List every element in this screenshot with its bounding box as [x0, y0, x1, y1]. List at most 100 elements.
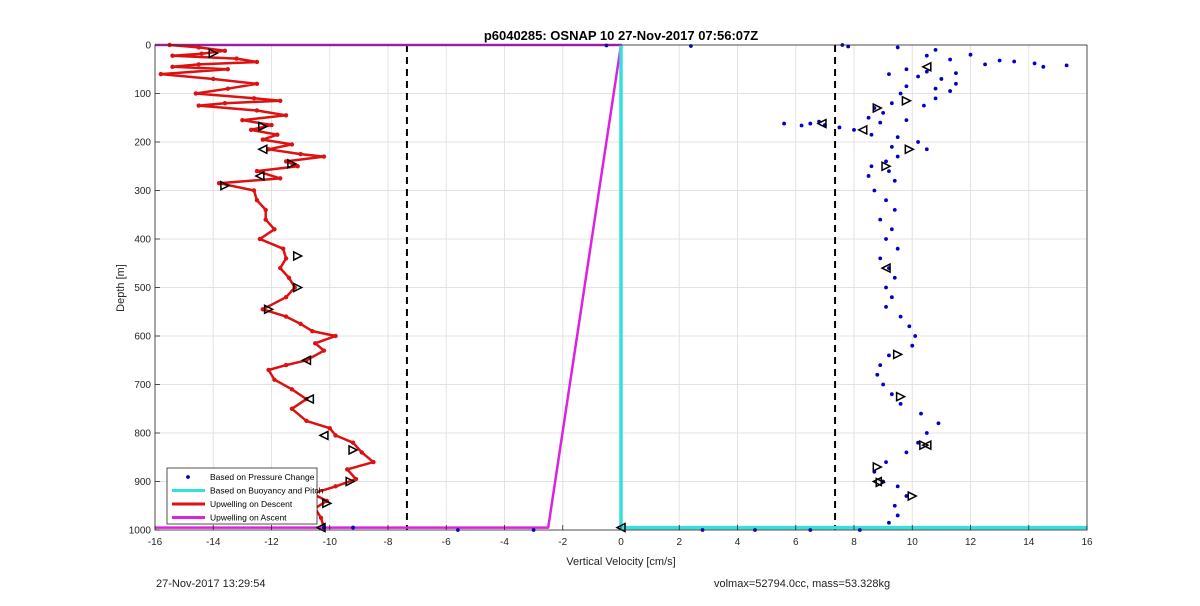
pressure-change-point	[933, 96, 938, 101]
y-tick-label: 1000	[129, 526, 152, 537]
triangle-marker	[901, 95, 913, 106]
pressure-change-point	[997, 58, 1002, 63]
triangle-marker	[208, 48, 219, 59]
descent-point	[254, 81, 260, 87]
triangle-marker	[292, 250, 304, 262]
y-tick-label: 800	[134, 429, 151, 440]
pressure-change-point	[924, 147, 929, 152]
descent-point	[225, 86, 231, 91]
pressure-change-point	[916, 74, 920, 79]
descent-point	[225, 67, 231, 72]
pressure-change-point	[892, 178, 897, 183]
triangle-marker	[816, 118, 827, 129]
pressure-change-point	[895, 484, 900, 489]
descent-point	[283, 113, 289, 118]
y-tick-label: 700	[134, 380, 151, 391]
x-tick-label: -16	[148, 537, 163, 548]
pressure-change-point	[954, 81, 958, 86]
pressure-change-point	[881, 111, 886, 115]
descent-point	[263, 217, 268, 222]
x-tick-label: -10	[323, 537, 338, 548]
descent-point	[298, 321, 303, 327]
descent-point	[222, 48, 228, 54]
descent-point	[254, 198, 260, 203]
pressure-change-point	[904, 67, 909, 72]
descent-point	[170, 53, 175, 58]
legend-entry: Based on Buoyancy and Pitch	[210, 486, 324, 496]
pressure-change-point	[852, 127, 856, 132]
triangle-marker	[921, 61, 932, 73]
descent-point	[248, 127, 254, 133]
pressure-change-point	[799, 123, 804, 128]
triangle-marker	[872, 102, 883, 114]
pressure-change-point	[875, 372, 880, 377]
x-tick-label: 6	[793, 537, 799, 548]
x-tick-label: -8	[384, 537, 393, 548]
volmax-mass-info: volmax=52794.0cc, mass=53.328kg	[714, 578, 891, 590]
legend-entry: Upwelling on Descent	[210, 499, 293, 509]
pressure-change-point	[884, 237, 888, 241]
pressure-change-point	[889, 101, 894, 106]
pressure-change-point	[889, 227, 894, 232]
descent-point	[158, 71, 164, 77]
triangle-marker	[921, 439, 932, 451]
descent-point	[222, 101, 228, 106]
descent-point	[289, 142, 295, 147]
descent-point	[254, 168, 260, 174]
pressure-change-point	[936, 421, 941, 426]
x-tick-label: 0	[618, 537, 624, 548]
descent-point	[196, 103, 201, 108]
descent-point	[295, 164, 300, 169]
descent-point	[260, 137, 265, 142]
triangle-marker	[257, 144, 268, 155]
triangle-marker	[258, 121, 269, 132]
pressure-change-point	[884, 198, 888, 203]
descent-point	[321, 348, 327, 353]
descent-point	[211, 76, 216, 82]
triangle-marker	[904, 144, 916, 155]
pressure-change-point	[916, 440, 920, 445]
x-tick-label: 10	[907, 537, 919, 548]
timestamp-info: 27-Nov-2017 13:29:54	[156, 578, 266, 590]
descent-point	[278, 176, 283, 181]
pressure-change-point	[919, 411, 923, 416]
triangle-marker	[895, 391, 907, 402]
marker-layer	[208, 48, 932, 533]
y-tick-label: 300	[134, 186, 151, 197]
y-tick-label: 100	[134, 89, 151, 100]
descent-point	[251, 188, 257, 193]
pressure-change-point	[837, 125, 842, 130]
descent-point	[333, 433, 338, 438]
x-tick-label: -14	[206, 537, 221, 548]
descent-point	[266, 367, 271, 373]
pressure-change-point	[904, 494, 909, 498]
descent-point	[304, 418, 309, 424]
descent-point	[269, 122, 274, 128]
descent-point	[283, 256, 289, 261]
pressure-change-point	[924, 431, 929, 435]
pressure-change-point	[948, 57, 953, 62]
pressure-change-point	[924, 53, 929, 58]
descent-point	[254, 59, 260, 65]
descent-point	[289, 406, 295, 411]
triangle-marker	[881, 161, 892, 172]
descent-point	[275, 132, 280, 137]
pressure-change-point	[910, 343, 915, 348]
descent-point	[170, 64, 175, 70]
triangle-marker	[300, 355, 312, 366]
pressure-change-point	[887, 72, 891, 76]
triangle-marker	[871, 476, 883, 487]
pressure-change-point	[924, 69, 929, 74]
pressure-change-point	[884, 305, 888, 309]
pressure-change-point	[954, 71, 958, 76]
descent-point	[289, 387, 295, 392]
descent-point	[196, 62, 201, 67]
pressure-change-point	[895, 154, 900, 159]
triangle-marker	[287, 158, 298, 170]
triangle-marker	[907, 490, 918, 502]
pressure-change-point	[878, 120, 883, 125]
pressure-change-point	[892, 275, 897, 280]
chart-title: p6040285: OSNAP 10 27-Nov-2017 07:56:07Z	[484, 28, 758, 43]
